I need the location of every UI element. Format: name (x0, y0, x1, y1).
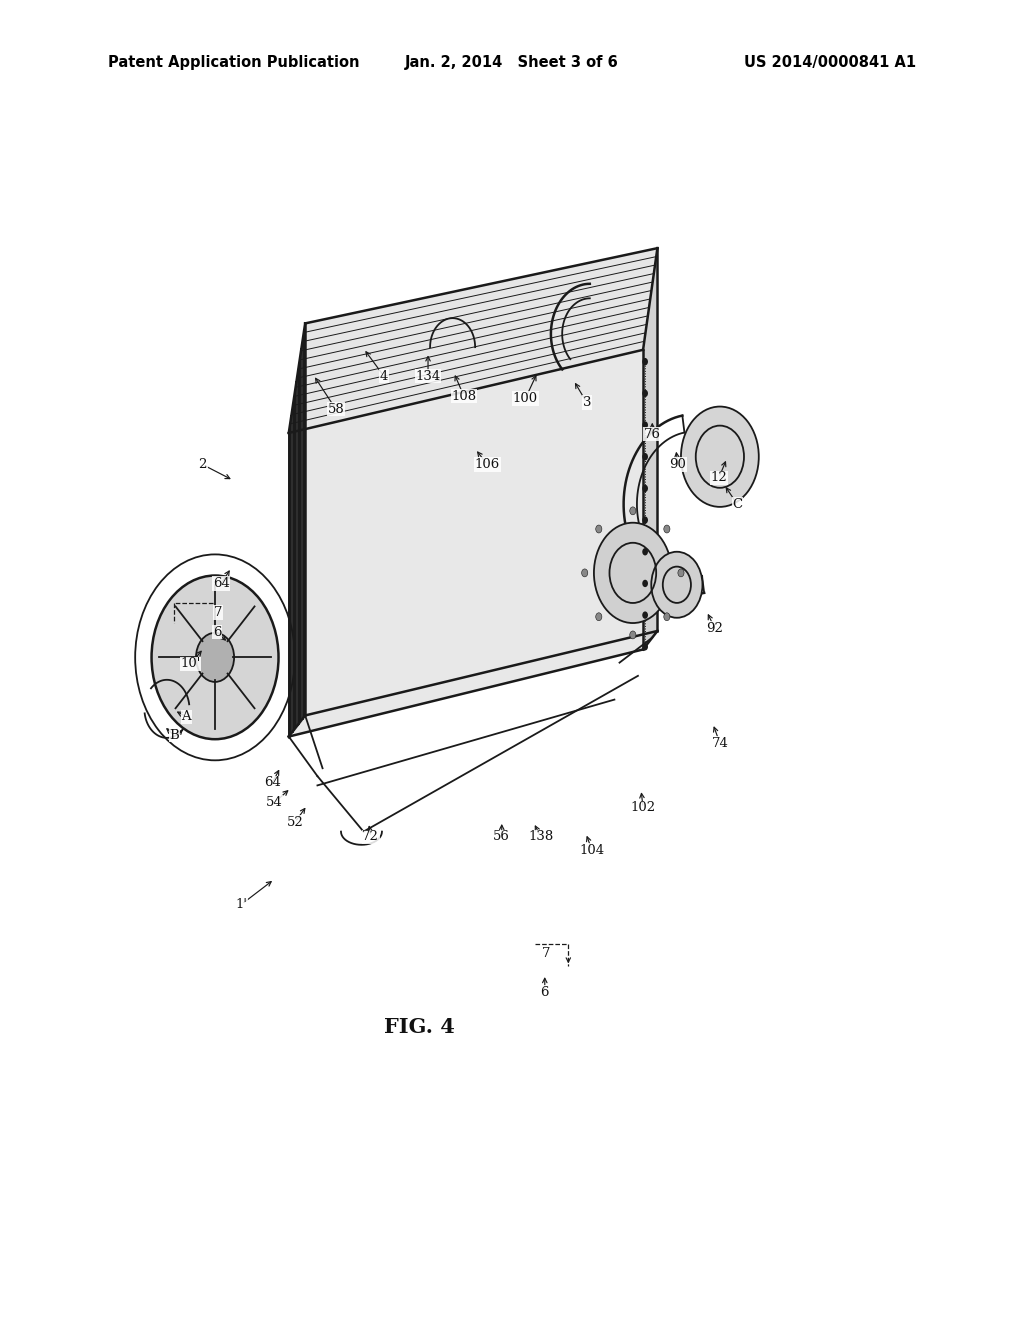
Text: 102: 102 (631, 801, 655, 814)
Circle shape (594, 523, 672, 623)
Text: 7: 7 (214, 606, 222, 619)
Text: 58: 58 (328, 403, 344, 416)
Text: 100: 100 (513, 392, 538, 405)
Polygon shape (289, 248, 657, 433)
Polygon shape (289, 350, 643, 737)
Circle shape (596, 612, 602, 620)
Text: 3: 3 (583, 396, 591, 409)
Circle shape (642, 453, 648, 461)
Text: 52: 52 (287, 816, 303, 829)
Text: US 2014/0000841 A1: US 2014/0000841 A1 (744, 55, 916, 70)
Text: 6: 6 (541, 986, 549, 999)
Circle shape (630, 631, 636, 639)
Text: 92: 92 (707, 622, 723, 635)
Text: 64: 64 (213, 577, 229, 590)
Text: 6: 6 (213, 626, 221, 639)
Text: 72: 72 (362, 830, 379, 843)
Circle shape (630, 507, 636, 515)
Text: Jan. 2, 2014   Sheet 3 of 6: Jan. 2, 2014 Sheet 3 of 6 (406, 55, 618, 70)
Text: C: C (732, 498, 742, 511)
Text: 56: 56 (494, 830, 510, 843)
Text: 106: 106 (475, 458, 500, 471)
Text: 64: 64 (264, 776, 281, 789)
Circle shape (642, 548, 648, 556)
Circle shape (651, 552, 702, 618)
Text: 1': 1' (236, 898, 248, 911)
Text: 134: 134 (416, 370, 440, 383)
Text: 4: 4 (380, 370, 388, 383)
Text: 104: 104 (580, 843, 604, 857)
Text: 108: 108 (452, 389, 476, 403)
Circle shape (664, 612, 670, 620)
Circle shape (596, 525, 602, 533)
Text: 12: 12 (711, 471, 727, 484)
Circle shape (642, 611, 648, 619)
Text: FIG. 4: FIG. 4 (384, 1016, 456, 1038)
Circle shape (642, 358, 648, 366)
Text: Patent Application Publication: Patent Application Publication (108, 55, 359, 70)
Circle shape (642, 421, 648, 429)
Text: 138: 138 (528, 830, 553, 843)
Text: 90: 90 (670, 458, 686, 471)
Text: 2: 2 (199, 458, 207, 471)
Text: A: A (181, 710, 191, 723)
Text: 54: 54 (266, 796, 283, 809)
Text: 74: 74 (712, 737, 728, 750)
Text: 7: 7 (542, 946, 550, 960)
Circle shape (196, 632, 234, 682)
Circle shape (664, 525, 670, 533)
Text: 10': 10' (180, 657, 201, 671)
Circle shape (642, 643, 648, 651)
Text: B: B (169, 729, 179, 742)
Circle shape (642, 516, 648, 524)
Circle shape (642, 484, 648, 492)
Circle shape (582, 569, 588, 577)
Circle shape (152, 576, 279, 739)
Circle shape (642, 579, 648, 587)
Circle shape (642, 389, 648, 397)
Polygon shape (643, 248, 657, 649)
Text: 76: 76 (644, 428, 660, 441)
Circle shape (681, 407, 759, 507)
Circle shape (678, 569, 684, 577)
